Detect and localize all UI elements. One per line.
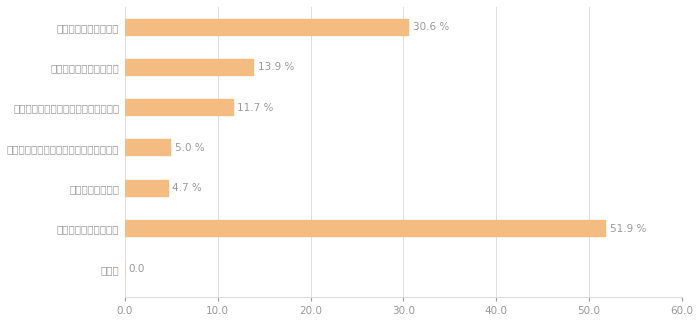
- Bar: [125, 19, 409, 36]
- Bar: [125, 140, 172, 156]
- Text: 4.7 %: 4.7 %: [172, 183, 202, 193]
- Bar: [125, 59, 254, 76]
- Text: 30.6 %: 30.6 %: [412, 22, 449, 32]
- Bar: [125, 220, 606, 237]
- Bar: [125, 180, 169, 197]
- Text: 11.7 %: 11.7 %: [237, 103, 274, 113]
- Text: 51.9 %: 51.9 %: [610, 224, 647, 234]
- Bar: [125, 99, 234, 116]
- Text: 13.9 %: 13.9 %: [258, 62, 294, 72]
- Text: 5.0 %: 5.0 %: [175, 143, 204, 153]
- Text: 0.0: 0.0: [129, 264, 145, 274]
